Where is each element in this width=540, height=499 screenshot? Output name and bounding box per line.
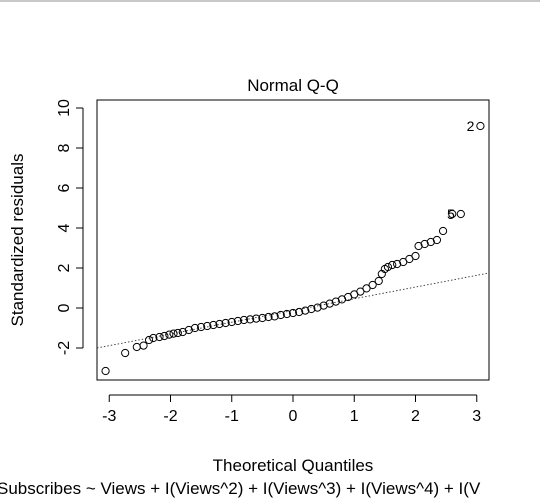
y-tick-label: 0 — [56, 303, 73, 312]
data-point — [393, 259, 402, 269]
data-point — [101, 366, 110, 376]
data-point — [173, 328, 182, 338]
data-point — [388, 260, 397, 270]
data-point — [276, 310, 285, 320]
data-point — [160, 331, 169, 341]
y-tick-label: 10 — [56, 99, 73, 117]
data-point — [362, 284, 371, 293]
data-point — [426, 237, 435, 247]
data-point — [313, 303, 322, 312]
data-point — [149, 333, 158, 343]
y-tick-label: -2 — [56, 341, 73, 355]
chart-title: Normal Q-Q — [247, 76, 339, 95]
data-point — [239, 315, 249, 325]
data-point — [215, 319, 224, 329]
data-point — [438, 226, 448, 236]
data-point — [178, 327, 187, 337]
data-point — [209, 320, 218, 330]
y-tick-label: 8 — [56, 143, 73, 152]
data-point — [414, 241, 423, 251]
data-point — [197, 322, 206, 332]
data-point — [411, 251, 420, 261]
x-axis-label: Theoretical Quantiles — [213, 456, 374, 475]
data-point — [203, 321, 212, 331]
data-point — [246, 315, 255, 324]
x-tick-label: 2 — [411, 408, 420, 425]
data-point — [374, 276, 383, 286]
x-tick-label: 3 — [472, 408, 481, 425]
x-tick-label: -2 — [163, 408, 177, 425]
data-point — [155, 332, 164, 342]
x-tick-label: -1 — [225, 408, 239, 425]
data-point — [282, 309, 291, 319]
point-label: 2 — [467, 118, 475, 134]
data-point — [270, 312, 279, 321]
data-point — [227, 317, 236, 327]
data-point — [476, 121, 485, 131]
data-point — [252, 314, 261, 323]
data-point — [288, 308, 298, 318]
data-point — [368, 280, 377, 290]
data-point — [184, 325, 193, 335]
data-point — [258, 313, 267, 323]
data-point — [121, 348, 130, 358]
point-label: 5 — [447, 206, 455, 222]
data-point — [190, 323, 200, 333]
top-border — [0, 0, 540, 2]
y-tick-label: 2 — [56, 263, 73, 272]
data-point — [233, 316, 242, 326]
plot-frame — [96, 99, 490, 381]
model-formula: Subscribes ~ Views + I(Views^2) + I(View… — [0, 479, 481, 498]
y-tick-label: 4 — [56, 223, 73, 232]
y-tick-label: 6 — [56, 183, 73, 192]
data-point — [307, 304, 316, 314]
data-point — [144, 335, 154, 345]
x-tick-label: -3 — [102, 408, 116, 425]
data-point — [165, 330, 174, 339]
data-point — [132, 342, 141, 352]
data-point — [325, 299, 334, 308]
data-point — [221, 318, 230, 328]
data-point — [456, 209, 465, 219]
data-point — [383, 262, 393, 272]
data-point — [295, 307, 304, 317]
data-point — [448, 209, 457, 219]
x-tick-label: 1 — [350, 408, 359, 425]
data-point — [301, 306, 310, 315]
data-point — [169, 329, 178, 338]
data-point — [319, 301, 328, 310]
data-point — [420, 239, 429, 249]
x-tick-label: 0 — [289, 408, 298, 425]
data-point — [432, 235, 442, 245]
y-axis-label: Standardized residuals — [8, 154, 27, 327]
data-point — [139, 341, 148, 350]
data-point — [264, 312, 273, 322]
